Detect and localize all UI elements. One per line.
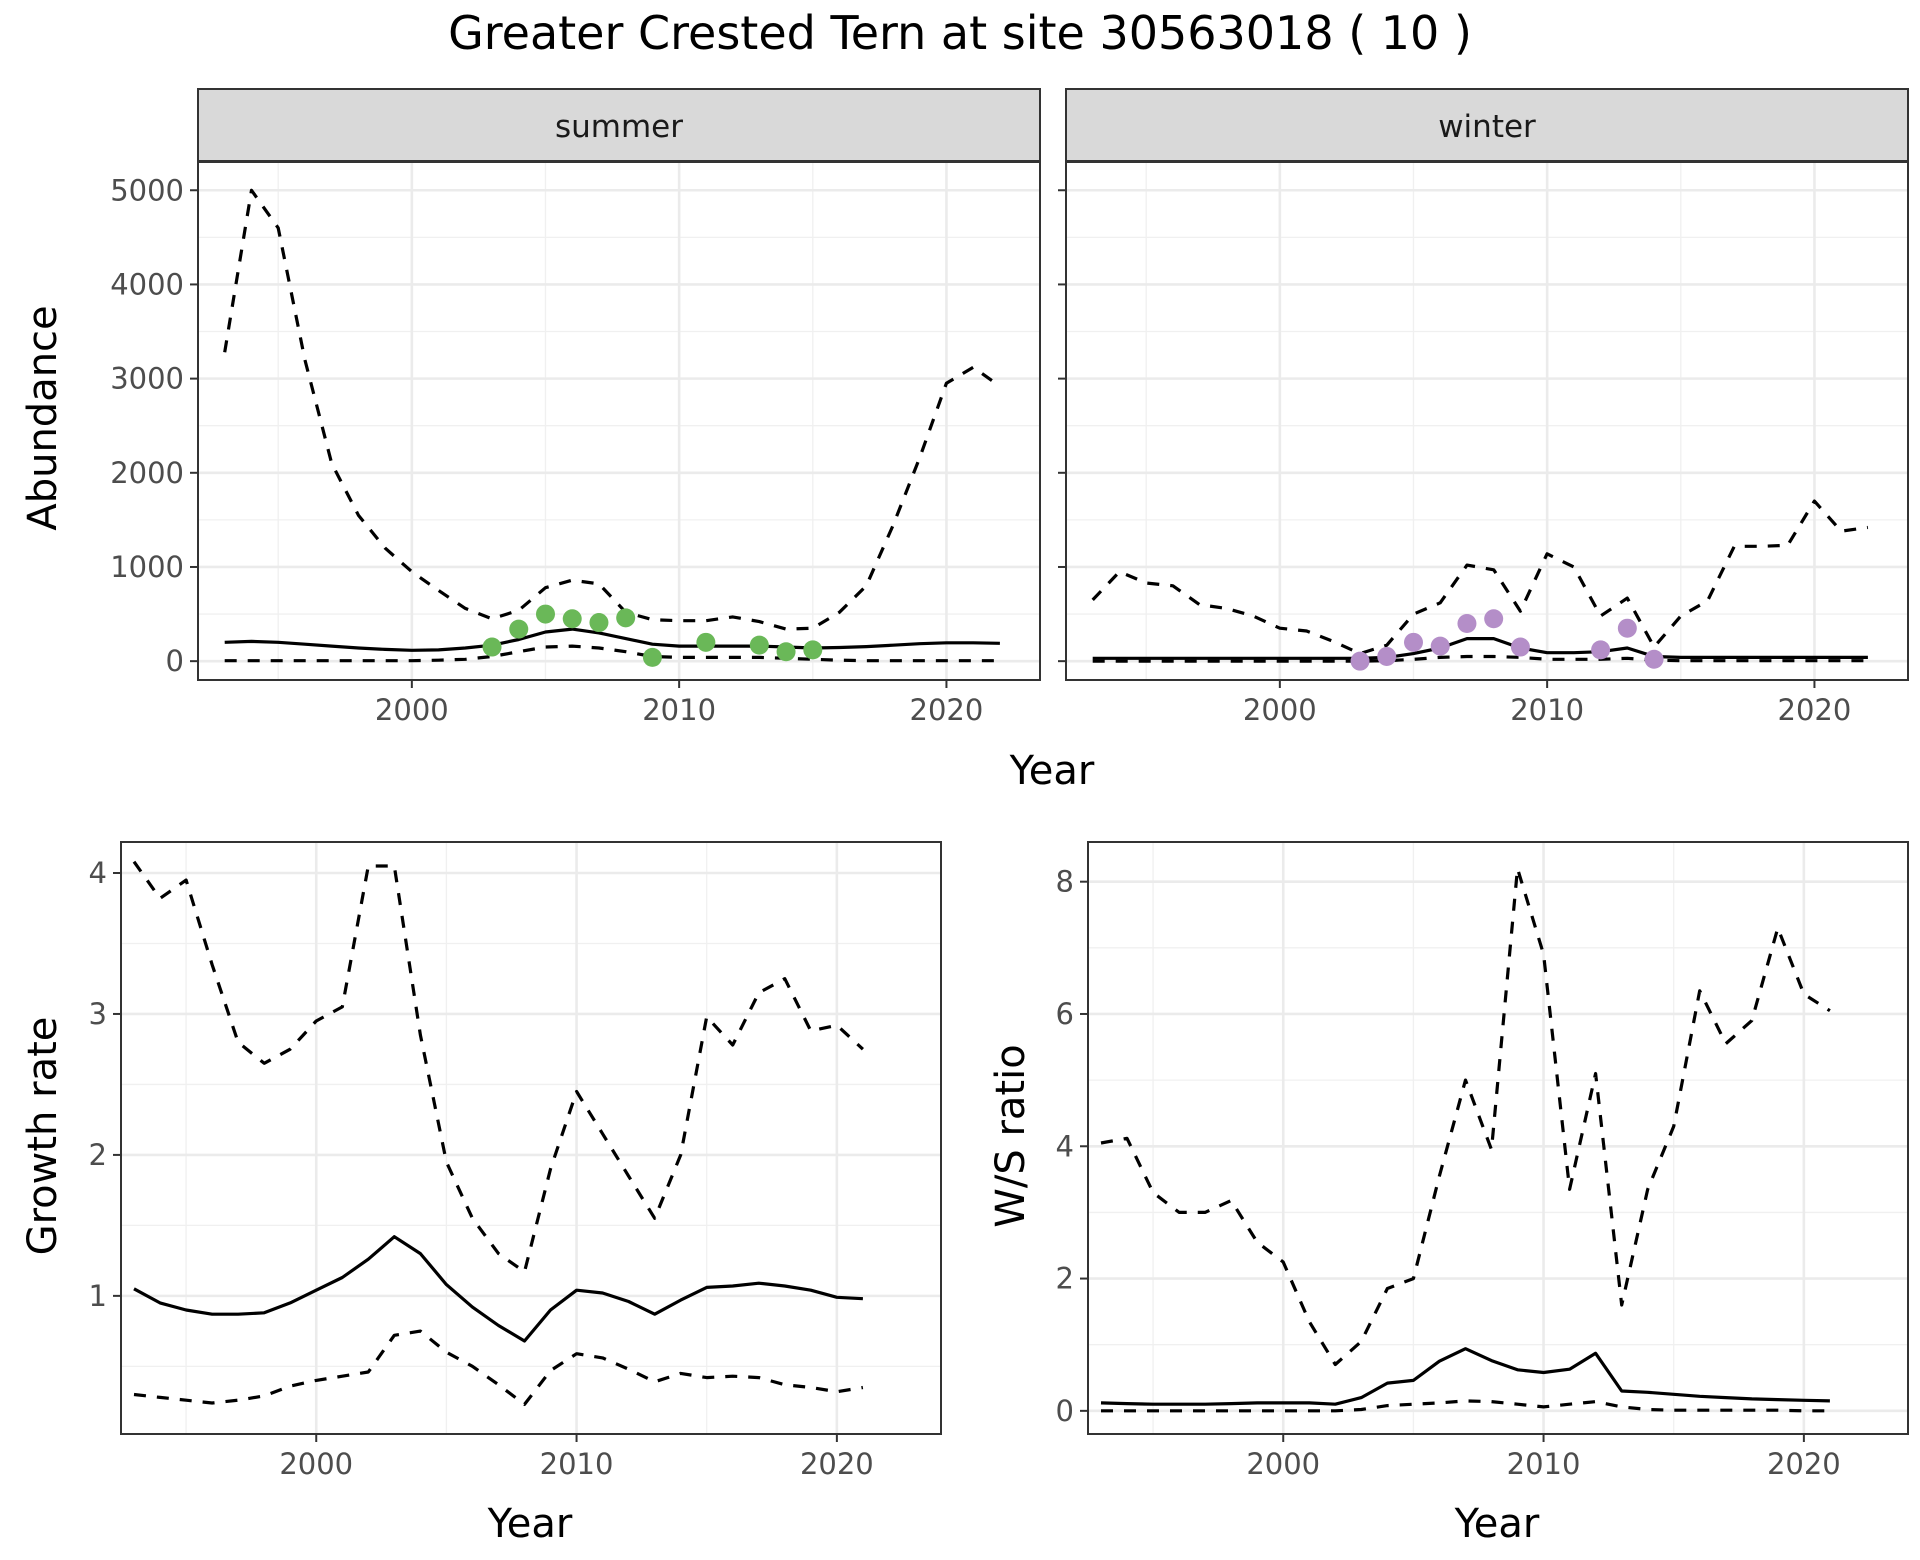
observed-point [535, 604, 555, 624]
panel-ratio-background [1088, 842, 1908, 1434]
observed-point [1617, 618, 1637, 638]
x-tick-label: 2020 [910, 693, 984, 727]
series-estimate-line [1092, 637, 1868, 660]
panel-winter-background [1066, 162, 1908, 680]
series-estimate-line [1100, 1347, 1830, 1406]
series-estimate-line [224, 627, 1000, 652]
observed-point [562, 609, 582, 629]
y-tick-label: 0 [166, 644, 184, 678]
observed-point [1350, 651, 1370, 671]
top-xlabel: Year [1009, 748, 1095, 794]
series-upper-line [1100, 866, 1831, 1367]
y-tick-label: 2 [89, 1138, 107, 1172]
x-tick-label: 2020 [1767, 1447, 1841, 1481]
series-estimate-line [133, 1235, 863, 1343]
observed-point [1591, 640, 1611, 660]
observed-point [509, 619, 529, 639]
ratio-ylabel: W/S ratio [988, 1044, 1034, 1227]
observed-point [776, 642, 796, 662]
x-tick-label: 2020 [1778, 693, 1852, 727]
ratio-xlabel: Year [1454, 1501, 1540, 1547]
panel-ratio-border [1087, 841, 1909, 1435]
y-tick-label: 1000 [110, 550, 184, 584]
strip-summer-label: summer [555, 109, 683, 145]
observed-point [1377, 646, 1397, 666]
x-tick-label: 2000 [375, 693, 449, 727]
observed-point [1510, 637, 1530, 657]
panel-summer-background [198, 162, 1040, 680]
observed-point [642, 647, 662, 667]
y-tick-label: 2000 [110, 456, 184, 490]
x-tick-label: 2010 [642, 693, 716, 727]
panel-growth-border [120, 841, 942, 1435]
observed-point [696, 632, 716, 652]
observed-point [1403, 632, 1423, 652]
x-tick-label: 2000 [279, 1447, 353, 1481]
panel-winter: 2000 2010 2020 [1058, 161, 1909, 727]
y-tick-label: 4 [1056, 1129, 1074, 1163]
y-tick-label: 5000 [110, 173, 184, 207]
observed-point [589, 613, 609, 633]
series-lower-line [1101, 1399, 1830, 1413]
series-upper-line [132, 860, 864, 1274]
y-tick-label: 1 [89, 1279, 107, 1313]
growth-xlabel: Year [487, 1501, 573, 1547]
strip-summer-bg [197, 88, 1041, 162]
x-tick-label: 2000 [1243, 693, 1317, 727]
y-tick-label: 6 [1056, 997, 1074, 1031]
growth-ylabel: Growth rate [20, 1017, 66, 1256]
panel-growth-background [121, 842, 941, 1434]
observed-point [482, 637, 502, 657]
strip-winter-label: winter [1438, 109, 1536, 145]
panel-winter-border [1065, 161, 1909, 681]
y-tick-label: 3000 [110, 362, 184, 396]
observed-point [1484, 609, 1504, 629]
y-tick-label: 3 [89, 997, 107, 1031]
x-tick-label: 2000 [1246, 1447, 1320, 1481]
panel-growth: 2000 2010 2020 1 2 3 4 [89, 841, 942, 1481]
observed-point [803, 640, 823, 660]
series-upper-line [223, 188, 1001, 631]
observed-point [749, 635, 769, 655]
y-tick-label: 2 [1056, 1262, 1074, 1296]
y-tick-label: 8 [1056, 865, 1074, 899]
y-tick-label: 4 [89, 856, 107, 890]
figure-title: Greater Crested Tern at site 30563018 ( … [448, 6, 1472, 60]
panel-ratio: 2000 2010 2020 0 2 4 6 8 [1056, 841, 1909, 1481]
series-lower-line [224, 644, 1000, 663]
panel-summer-border [197, 161, 1041, 681]
x-tick-label: 2010 [1510, 693, 1584, 727]
x-tick-label: 2010 [1507, 1447, 1581, 1481]
panel-summer: 2000 2010 2020 0 1000 2000 3000 4000 5000 [110, 161, 1041, 727]
series-upper-line [1091, 499, 1869, 656]
x-tick-label: 2020 [800, 1447, 874, 1481]
y-tick-label: 0 [1056, 1394, 1074, 1428]
observed-point [1644, 649, 1664, 669]
observed-point [1430, 636, 1450, 656]
series-lower-line [133, 1329, 864, 1406]
series-lower-line [1092, 654, 1868, 663]
y-tick-label: 4000 [110, 267, 184, 301]
strip-winter-bg [1065, 88, 1909, 162]
observed-point [1457, 613, 1477, 633]
x-tick-label: 2010 [540, 1447, 614, 1481]
abundance-ylabel: Abundance [20, 305, 66, 530]
observed-point [616, 608, 636, 628]
